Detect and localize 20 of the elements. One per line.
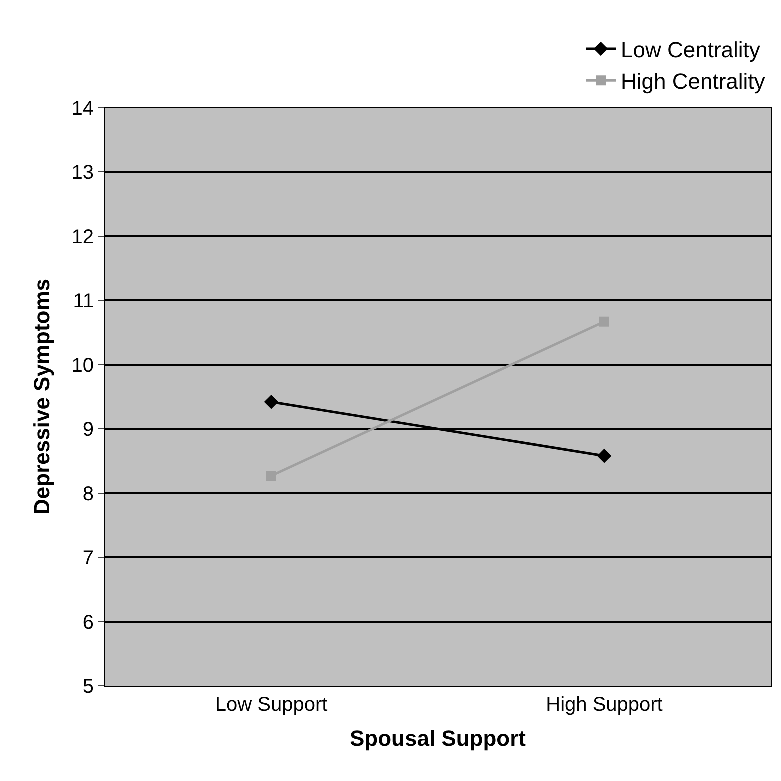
x-tick-label: Low Support — [215, 694, 328, 716]
point — [597, 448, 612, 464]
y-tick-label: 7 — [82, 548, 94, 570]
y-tick-label: 8 — [82, 483, 94, 506]
y-axis-title: Depressive Symptoms — [30, 279, 55, 515]
point — [600, 316, 610, 327]
point — [266, 470, 276, 481]
y-tick-label: 14 — [72, 98, 94, 120]
y-tick-label: 5 — [82, 676, 94, 698]
point — [264, 394, 279, 410]
x-tick-label: High Support — [546, 694, 664, 716]
y-tick-label: 11 — [73, 290, 94, 313]
legend-label: Low Centrality — [621, 38, 760, 63]
y-tick-label: 12 — [72, 226, 94, 248]
y-tick-label: 6 — [82, 612, 94, 634]
y-tick-label: 10 — [72, 354, 94, 377]
y-tick-label: 13 — [72, 162, 94, 184]
x-axis-title: Spousal Support — [350, 726, 527, 751]
y-tick-label: 9 — [82, 419, 94, 442]
legend-label: High Centrality — [621, 69, 766, 94]
